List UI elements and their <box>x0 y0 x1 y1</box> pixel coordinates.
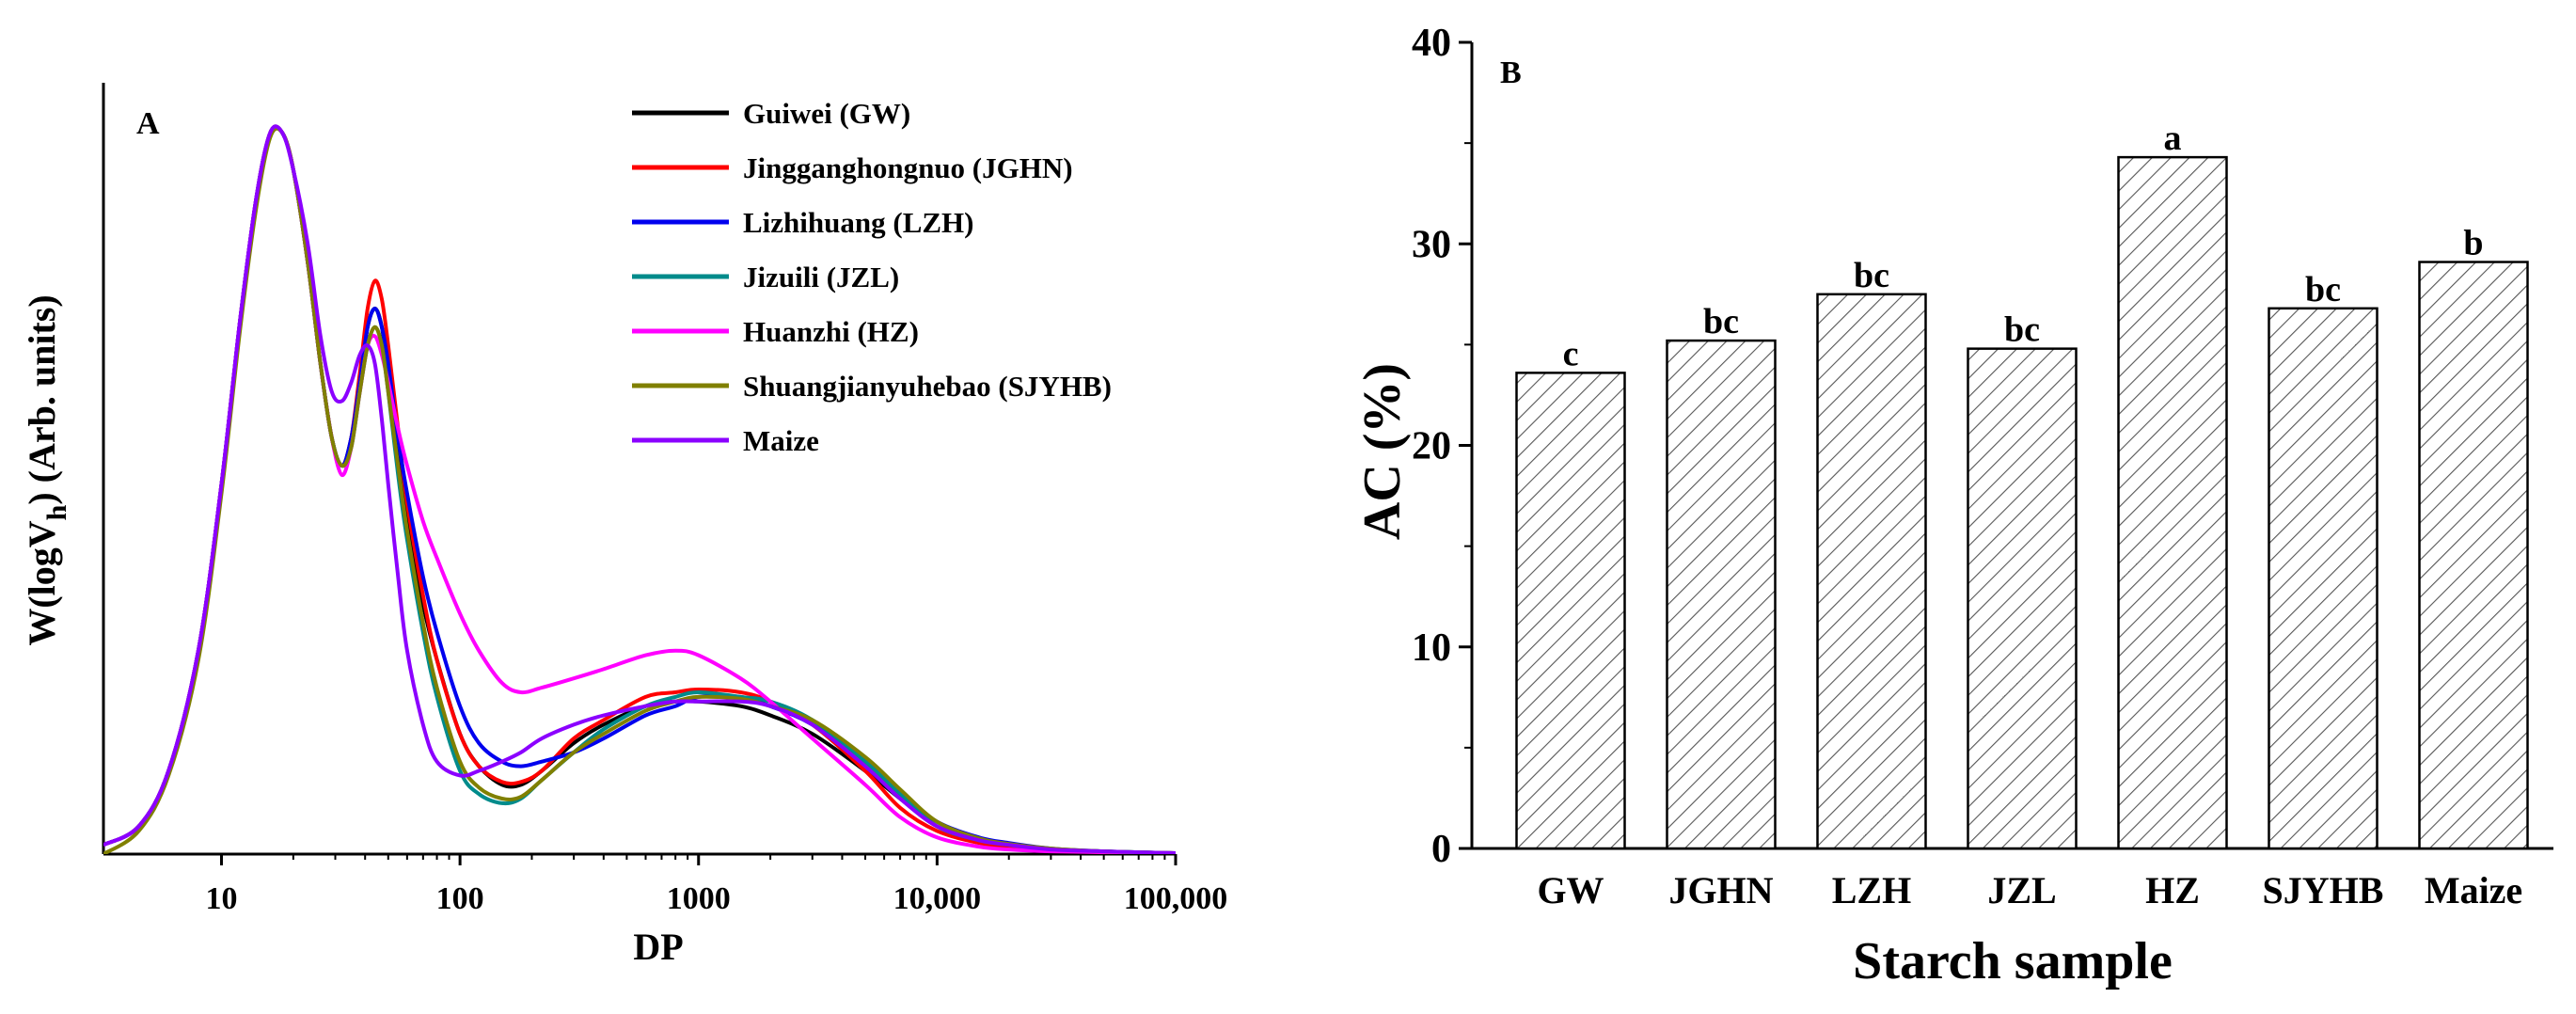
panel-b-bar <box>2268 307 2378 850</box>
panel-a-x-axis-label: DP <box>633 926 683 968</box>
panel-a-series-line <box>103 126 1176 854</box>
panel-a-legend-label: Lizhihuang (LZH) <box>743 206 974 239</box>
panel-b-category-label: JZL <box>1987 869 2056 911</box>
panel-a-series-line <box>103 124 1176 854</box>
panel-b-category-label: HZ <box>2145 869 2200 911</box>
panel-b-y-ticks: 0 10 20 30 40 <box>1412 22 1472 871</box>
panel-a-x-tick-label: 10 <box>206 881 238 916</box>
panel-b-bar <box>1666 339 1777 850</box>
panel-b-significance-label: bc <box>1854 256 1889 295</box>
panel-a-series-line <box>103 124 1176 854</box>
panel-b-x-axis-label: Starch sample <box>1853 932 2173 990</box>
panel-a-legend-label: Huanzhi (HZ) <box>743 315 919 348</box>
panel-b-category-label: Maize <box>2425 869 2522 911</box>
panel-b-category-label: JGHN <box>1668 869 1773 911</box>
panel-b-significance-label: b <box>2463 224 2483 263</box>
panel-b-y-tick-label: 30 <box>1412 223 1451 266</box>
panel-b-label: B <box>1500 55 1522 90</box>
panel-a-series-line <box>103 124 1176 854</box>
panel-a-legend-label: Jizuili (JZL) <box>743 261 899 293</box>
panel-b-y-tick-label: 40 <box>1412 22 1451 65</box>
panel-a-series-line <box>103 124 1176 854</box>
panel-a-legend-label: Maize <box>743 424 819 457</box>
panel-b-bars: c GW bc JGHN bc LZH bc JZL a HZ bc SJYHB b Maize <box>1515 119 2529 911</box>
panel-b-y-tick-label: 20 <box>1412 425 1451 468</box>
panel-b-y-tick-label: 10 <box>1412 626 1451 670</box>
panel-b-y-tick-label: 0 <box>1431 828 1451 871</box>
panel-a-legend-label: Guiwei (GW) <box>743 97 910 130</box>
panel-b-bar <box>2117 155 2228 850</box>
panel-a-x-tick-label: 10,000 <box>893 881 982 916</box>
panel-a-legend-label: Shuangjianyuhebao (SJYHB) <box>743 370 1112 403</box>
panel-a-y-axis-label: W(logVh) (Arb. units) <box>21 294 72 645</box>
panel-b-significance-label: c <box>1563 334 1579 373</box>
panel-b-significance-label: bc <box>1703 302 1739 341</box>
panel-a-x-tick-label: 100,000 <box>1124 881 1228 916</box>
panel-b: B 0 10 20 30 40 c GW bc JGHN bc LZH bc JZL a HZ bc SJYH… <box>1353 22 2553 990</box>
panel-a-x-ticks: 10 100 1000 10,000 100,000 <box>206 854 1228 916</box>
panel-b-significance-label: bc <box>2305 270 2341 309</box>
panel-a-x-tick-label: 1000 <box>667 881 731 916</box>
panel-a-series-line <box>103 124 1176 854</box>
panel-b-significance-label: a <box>2164 119 2182 158</box>
panel-a-series-lines <box>103 124 1176 854</box>
panel-b-category-label: GW <box>1537 869 1604 911</box>
panel-b-bar <box>1967 347 2078 850</box>
panel-a-x-tick-label: 100 <box>436 881 484 916</box>
panel-b-bar <box>2418 261 2529 850</box>
panel-a-series-line <box>103 124 1176 854</box>
panel-a-legend: Guiwei (GW) Jingganghongnuo (JGHN) Lizhihu… <box>632 97 1112 457</box>
panel-b-y-axis-label: AC (%) <box>1353 363 1412 540</box>
panel-a-legend-label: Jingganghongnuo (JGHN) <box>743 151 1073 184</box>
panel-b-bar <box>1515 372 1626 850</box>
panel-b-bar <box>1816 293 1927 850</box>
panel-b-category-label: SJYHB <box>2263 869 2384 911</box>
panel-b-significance-label: bc <box>2004 310 2040 350</box>
panel-a-label: A <box>136 106 160 141</box>
panel-a: A 10 100 1000 10,000 100,000 Guiwei (GW) Jing… <box>21 83 1227 968</box>
panel-b-category-label: LZH <box>1832 869 1911 911</box>
